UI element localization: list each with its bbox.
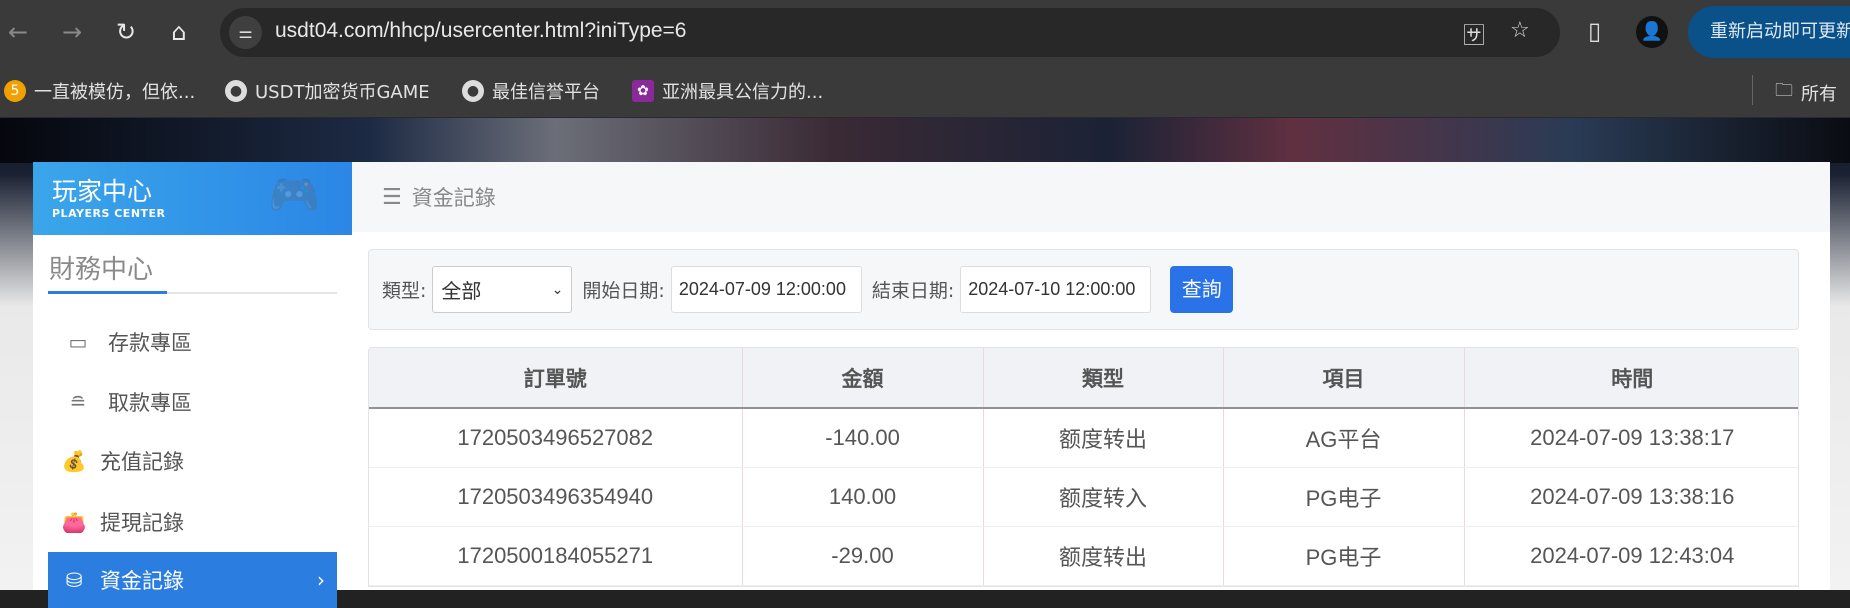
- cell-item: PG电子: [1223, 526, 1465, 586]
- forward-icon[interactable]: →: [61, 18, 83, 46]
- cell-time: 2024-07-09 12:43:04: [1464, 526, 1798, 586]
- sidebar-item-recharge-records[interactable]: 💰 充值記錄: [48, 433, 337, 489]
- cell-type: 额度转出: [983, 526, 1224, 586]
- breadcrumb-label: 資金記錄: [411, 186, 496, 210]
- folder-icon: 🗀: [1775, 80, 1793, 101]
- table-header-row: 訂單號 金額 類型 項目 時間: [369, 348, 1798, 409]
- url-text[interactable]: usdt04.com/hhcp/usercenter.html?iniType=…: [275, 19, 687, 42]
- bookmark-label: 一直被模仿，但依...: [34, 82, 196, 103]
- chevron-down-icon: ⌄: [551, 281, 564, 298]
- sidebar-item-label: 資金記錄: [100, 569, 184, 593]
- sidebar-item-withdraw-records[interactable]: 👛 提現記錄: [48, 494, 337, 550]
- bookmark-item[interactable]: ● 最佳信誉平台: [462, 78, 600, 104]
- cell-type: 额度转入: [983, 467, 1224, 527]
- bookmark-label: USDT加密货币GAME: [255, 82, 430, 103]
- breadcrumb: ☰ 資金記錄: [352, 162, 1830, 232]
- cell-amount: -140.00: [742, 408, 984, 468]
- players-center-banner: 玩家中心 PLAYERS CENTER 🎮: [33, 162, 352, 235]
- fund-icon: ⛁: [65, 568, 83, 592]
- main-panel: ☰ 資金記錄 類型: 全部 ⌄ 開始日期: 2024-07-09 12:00:00…: [352, 162, 1830, 590]
- globe-icon: ●: [225, 80, 247, 102]
- cell-order-no: 1720503496354940: [369, 467, 743, 527]
- start-date-label: 開始日期:: [582, 280, 665, 302]
- update-button[interactable]: 重新启动即可更新: [1688, 6, 1850, 58]
- cell-order-no: 1720500184055271: [369, 526, 743, 586]
- card-icon: ▭: [68, 330, 88, 354]
- bookmarks-bar: 5 一直被模仿，但依... ● USDT加密货币GAME ● 最佳信誉平台 ✿ 亚洲最具…: [0, 65, 1850, 118]
- bookmark-label: 最佳信誉平台: [492, 82, 600, 103]
- filter-bar: 類型: 全部 ⌄ 開始日期: 2024-07-09 12:00:00 結束日期: …: [368, 249, 1799, 330]
- sidebar-item-withdraw[interactable]: ≘ 取款專區: [48, 374, 337, 430]
- section-title: 財務中心: [49, 255, 154, 285]
- start-date-input[interactable]: 2024-07-09 12:00:00: [670, 266, 862, 313]
- header-time[interactable]: 時間: [1464, 348, 1798, 409]
- sidebar-item-label: 充值記錄: [100, 450, 184, 474]
- cell-amount: -29.00: [742, 526, 984, 586]
- fund-records-table: 訂單號 金額 類型 項目 時間 1720503496527082 -140.00 额…: [368, 347, 1799, 587]
- cell-item: PG电子: [1223, 467, 1465, 527]
- end-date-input[interactable]: 2024-07-10 12:00:00: [960, 266, 1152, 313]
- money-bag-icon: 💰: [61, 449, 87, 473]
- banner-title: 玩家中心: [52, 177, 153, 206]
- star-icon[interactable]: ☆: [1510, 18, 1530, 43]
- profile-icon[interactable]: 👤: [1636, 16, 1668, 48]
- bookmark-item[interactable]: 5 一直被模仿，但依...: [4, 78, 195, 104]
- type-select[interactable]: 全部 ⌄: [432, 266, 573, 313]
- side-panel-icon[interactable]: ▯: [1588, 17, 1602, 45]
- back-icon[interactable]: ←: [7, 18, 29, 46]
- sidebar: 玩家中心 PLAYERS CENTER 🎮 財務中心 ▭ 存款專區 ≘ 取款專區 💰…: [33, 162, 352, 608]
- sidebar-item-label: 提現記錄: [100, 511, 184, 535]
- sidebar-item-label: 存款專區: [108, 331, 192, 355]
- cell-type: 额度转出: [983, 408, 1224, 468]
- bookmark-item[interactable]: ✿ 亚洲最具公信力的...: [632, 78, 823, 104]
- cell-time: 2024-07-09 13:38:17: [1464, 408, 1798, 468]
- gamepad-icon: 🎮: [268, 170, 321, 219]
- bookmark-item[interactable]: ● USDT加密货币GAME: [225, 78, 430, 104]
- cell-amount: 140.00: [742, 467, 984, 527]
- cell-item: AG平台: [1223, 408, 1465, 468]
- hand-cash-icon: ≘: [69, 390, 87, 414]
- site-settings-icon[interactable]: ⚌: [229, 16, 262, 49]
- type-select-value: 全部: [441, 279, 482, 303]
- all-bookmarks[interactable]: 🗀 所有: [1775, 78, 1837, 108]
- five-logo-icon: 5: [4, 80, 26, 102]
- translate-icon[interactable]: 🈂: [1463, 24, 1486, 49]
- banner-subtitle: PLAYERS CENTER: [52, 207, 166, 220]
- chevron-right-icon: ›: [317, 568, 325, 592]
- sidebar-item-fund-records[interactable]: ⛁ 資金記錄 ›: [48, 552, 337, 608]
- divider: [1752, 75, 1753, 105]
- menu-icon[interactable]: ☰: [382, 184, 402, 210]
- cell-time: 2024-07-09 13:38:16: [1464, 467, 1798, 527]
- reload-icon[interactable]: ↻: [115, 18, 137, 46]
- query-button[interactable]: 查詢: [1170, 266, 1234, 313]
- table-row[interactable]: 1720500184055271 -29.00 额度转出 PG电子 2024-07-09…: [369, 526, 1798, 586]
- all-bookmarks-label: 所有: [1801, 84, 1837, 105]
- wallet-icon: 👛: [61, 510, 87, 534]
- header-type[interactable]: 類型: [983, 348, 1224, 409]
- header-order-no[interactable]: 訂單號: [369, 348, 743, 409]
- table-row[interactable]: 1720503496354940 140.00 额度转入 PG电子 2024-07-09…: [369, 467, 1798, 527]
- section-underline: [48, 291, 337, 294]
- sidebar-item-label: 取款專區: [108, 391, 192, 415]
- end-date-label: 結束日期:: [871, 280, 955, 302]
- header-amount[interactable]: 金額: [742, 348, 984, 409]
- cell-order-no: 1720503496527082: [369, 408, 743, 468]
- globe-icon: ●: [462, 80, 484, 102]
- header-item[interactable]: 項目: [1223, 348, 1465, 409]
- flower-logo-icon: ✿: [632, 80, 654, 102]
- table-row[interactable]: 1720503496527082 -140.00 额度转出 AG平台 2024-07-0…: [369, 408, 1798, 468]
- home-icon[interactable]: ⌂: [171, 18, 187, 46]
- address-bar[interactable]: ⚌ usdt04.com/hhcp/usercenter.html?iniTyp…: [220, 8, 1560, 57]
- bookmark-label: 亚洲最具公信力的...: [662, 82, 824, 103]
- browser-toolbar: ← → ↻ ⌂ ⚌ usdt04.com/hhcp/usercenter.htm…: [0, 0, 1850, 65]
- type-label: 類型:: [382, 280, 427, 302]
- sidebar-item-deposit[interactable]: ▭ 存款專區: [48, 314, 337, 370]
